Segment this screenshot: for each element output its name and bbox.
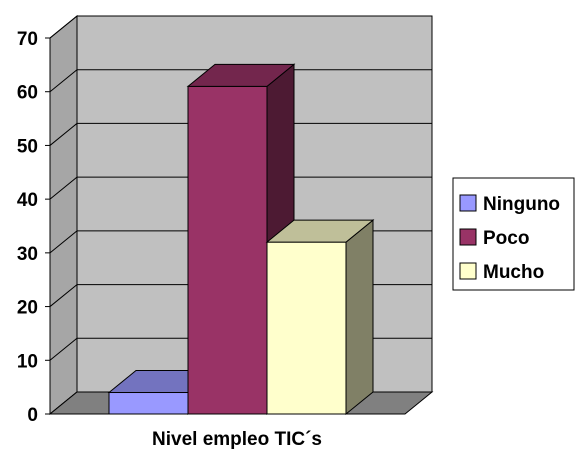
bar-top bbox=[186, 63, 296, 87]
bar-front bbox=[266, 241, 347, 415]
gridline bbox=[49, 69, 432, 93]
legend-label: Ninguno bbox=[483, 194, 560, 215]
x-axis-label: Nivel empleo TIC´s bbox=[152, 429, 322, 450]
y-tick-label: 30 bbox=[17, 244, 38, 265]
bar-top bbox=[265, 219, 375, 243]
bar-front bbox=[108, 392, 189, 415]
legend: Ninguno Poco Mucho bbox=[452, 177, 575, 291]
y-tick-label: 50 bbox=[17, 136, 38, 157]
y-axis: 0 10 20 30 40 50 60 70 bbox=[17, 29, 405, 426]
y-tick-label: 60 bbox=[17, 83, 38, 104]
y-tick-label: 10 bbox=[17, 351, 38, 372]
y-tick-label: 0 bbox=[27, 405, 38, 426]
y-tick-label: 70 bbox=[17, 29, 38, 50]
gridline bbox=[49, 176, 432, 200]
bars bbox=[107, 63, 375, 416]
legend-label: Mucho bbox=[483, 262, 544, 283]
y-tick-label: 20 bbox=[17, 298, 38, 319]
gridline bbox=[49, 15, 432, 39]
bar-mucho bbox=[265, 219, 375, 416]
y-tick-label: 40 bbox=[17, 190, 38, 211]
legend-swatch bbox=[459, 262, 477, 280]
legend-label: Poco bbox=[483, 228, 529, 249]
bar-front bbox=[187, 85, 268, 415]
legend-swatch bbox=[459, 194, 477, 212]
gridline bbox=[49, 122, 432, 146]
bar-side bbox=[345, 219, 374, 416]
side-wall bbox=[49, 14, 78, 416]
legend-swatch bbox=[459, 228, 477, 246]
